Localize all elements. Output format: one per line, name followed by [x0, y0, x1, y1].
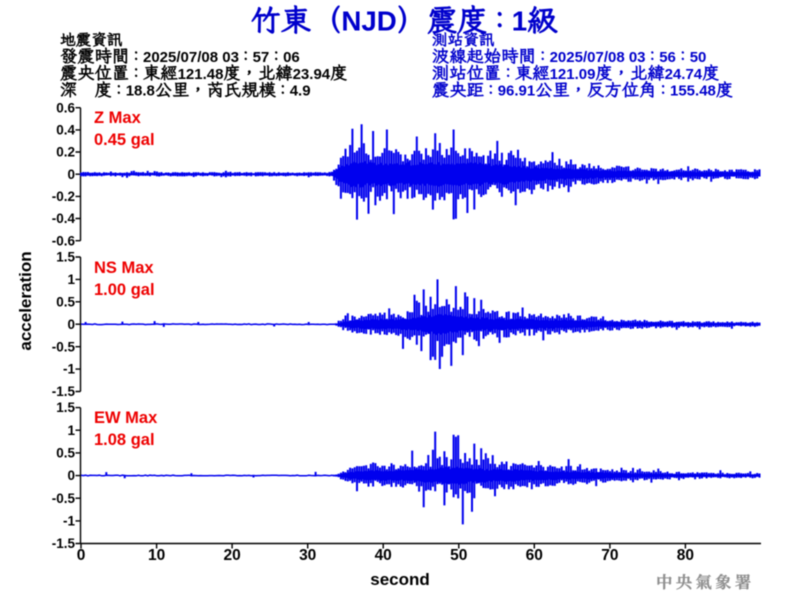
svg-text:2025/07/08 03: 2025/07/08 03	[143, 49, 239, 66]
svg-text:-1.5: -1.5	[52, 536, 76, 551]
svg-text:EW Max: EW Max	[94, 409, 158, 427]
svg-text:20: 20	[223, 547, 240, 564]
svg-text:06: 06	[283, 49, 300, 66]
svg-text:-0.5: -0.5	[52, 339, 76, 354]
svg-text:0.45 gal: 0.45 gal	[94, 131, 155, 149]
svg-text:70: 70	[601, 547, 618, 564]
svg-text:0: 0	[67, 468, 75, 483]
svg-text:NS Max: NS Max	[94, 259, 154, 277]
svg-text:57: 57	[253, 49, 270, 66]
svg-text:0: 0	[67, 167, 75, 182]
svg-text:second: second	[370, 570, 430, 589]
svg-text:NJD: NJD	[341, 6, 396, 37]
svg-text:1: 1	[67, 272, 75, 287]
svg-text:-1: -1	[63, 362, 75, 377]
svg-text:-1: -1	[63, 514, 75, 529]
svg-text:96.91: 96.91	[498, 83, 536, 100]
svg-text:Z Max: Z Max	[94, 109, 142, 127]
svg-text:1: 1	[67, 423, 75, 438]
svg-text:0.2: 0.2	[56, 145, 75, 160]
svg-text:4.9: 4.9	[290, 83, 311, 100]
svg-text:155.48: 155.48	[670, 83, 716, 100]
svg-text:23.94: 23.94	[293, 66, 331, 83]
svg-text:1.08 gal: 1.08 gal	[94, 431, 155, 449]
svg-text:1.5: 1.5	[56, 400, 75, 415]
svg-text:80: 80	[677, 547, 694, 564]
svg-text:18.8: 18.8	[126, 83, 155, 100]
svg-text:60: 60	[526, 547, 543, 564]
svg-text:121.48: 121.48	[178, 66, 224, 83]
svg-text:1: 1	[512, 6, 527, 37]
svg-text:1.5: 1.5	[56, 250, 75, 265]
svg-text:50: 50	[450, 547, 467, 564]
svg-text:-0.4: -0.4	[52, 211, 76, 226]
svg-text:30: 30	[299, 547, 316, 564]
svg-text:acceleration: acceleration	[16, 251, 35, 350]
svg-text:-0.2: -0.2	[52, 189, 75, 204]
svg-text:121.09: 121.09	[550, 66, 596, 83]
svg-text:0: 0	[77, 547, 86, 564]
svg-text:0.4: 0.4	[56, 123, 75, 138]
svg-text:0.6: 0.6	[56, 100, 75, 115]
svg-text:0.5: 0.5	[56, 294, 75, 309]
svg-text:50: 50	[690, 49, 707, 66]
svg-text:0.5: 0.5	[56, 446, 75, 461]
svg-text:-1.5: -1.5	[52, 384, 76, 399]
svg-text:-0.6: -0.6	[52, 233, 76, 248]
svg-text:2025/07/08 03: 2025/07/08 03	[550, 49, 646, 66]
svg-text:10: 10	[148, 547, 165, 564]
svg-text:40: 40	[375, 547, 392, 564]
svg-text:0: 0	[67, 317, 75, 332]
svg-text:-0.5: -0.5	[52, 491, 76, 506]
svg-text:24.74: 24.74	[665, 66, 703, 83]
svg-text:1.00 gal: 1.00 gal	[94, 281, 155, 299]
svg-text:56: 56	[659, 49, 676, 66]
